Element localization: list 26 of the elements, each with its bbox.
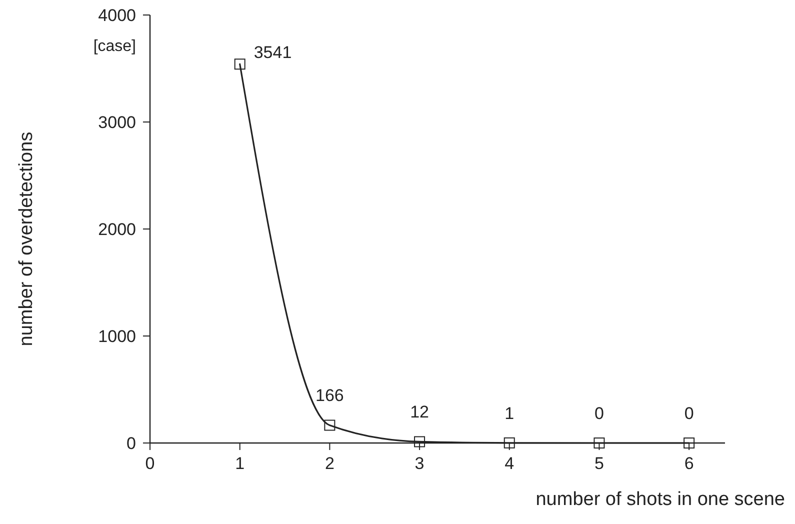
y-tick-label: 0 xyxy=(126,434,136,453)
point xyxy=(504,437,515,448)
data-label: 3541 xyxy=(254,43,292,62)
text: [case] xyxy=(93,38,136,55)
x-tick-label: 6 xyxy=(684,454,694,473)
point xyxy=(594,438,605,448)
y-axis-title: number of overdetections xyxy=(16,132,37,346)
data-label: 166 xyxy=(316,386,344,406)
data-label: 0 xyxy=(594,404,604,423)
point xyxy=(414,436,426,448)
y-tick-label: 2000 xyxy=(98,220,136,239)
x-tick-label: 3 xyxy=(414,454,424,473)
y-tick-label: 4000 xyxy=(98,6,136,25)
y-tick-label: 3000 xyxy=(98,112,136,132)
point xyxy=(234,58,246,70)
x-tick-label: 0 xyxy=(145,454,155,473)
x-tick-label: 1 xyxy=(235,454,245,473)
x-tick-label: 2 xyxy=(324,454,334,473)
y-tick-label: 1000 xyxy=(98,326,136,346)
data-label: 12 xyxy=(410,402,429,422)
x-tick-label: 5 xyxy=(594,454,604,473)
point xyxy=(324,420,336,431)
data-label: 1 xyxy=(504,404,514,423)
x-axis-title: number of shots in one scene xyxy=(536,489,785,510)
x-tick-label: 4 xyxy=(504,454,514,473)
data-label: 0 xyxy=(684,404,694,423)
